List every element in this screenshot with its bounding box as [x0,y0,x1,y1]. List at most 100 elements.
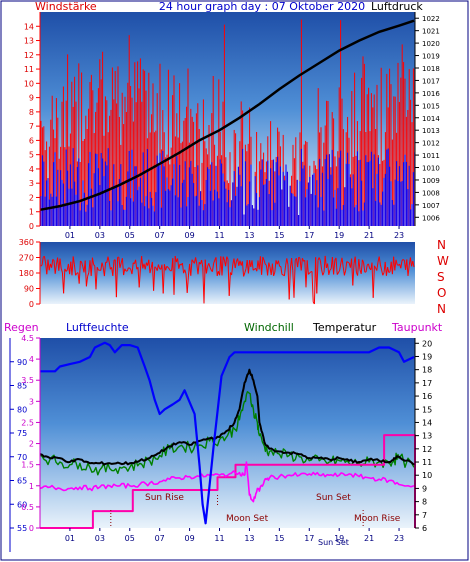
direction-tick-label: 360 [19,238,34,247]
windchill-line [39,391,415,476]
rain-tick-label: 2 [29,440,34,449]
wind-direction-trace [174,255,177,263]
wind-direction-trace [354,256,357,273]
temperature-tick-label: 14 [422,418,432,427]
wind-direction-trace [168,268,171,272]
wind-direction-trace [103,262,107,277]
temperature-tick-label: 19 [422,352,432,361]
pressure-tick-label: 1010 [422,165,440,173]
wind-direction-trace [407,265,410,276]
humidity-tick-label: 70 [17,453,27,462]
wind-direction-trace [247,260,251,274]
wind-direction-dots [40,255,415,305]
temperature-tick-label: 6 [422,524,427,533]
wind-direction-trace [51,259,54,268]
wind-tick-label: 11 [24,65,34,74]
wind-direction-trace [81,261,84,267]
wind-direction-trace [215,257,218,276]
wind-direction-trace [186,275,189,293]
direction-tick-label: 180 [19,269,34,278]
wind-direction-trace [87,272,90,277]
wind-direction-trace [309,271,312,274]
x-tick-label-top: 11 [214,231,224,240]
wind-direction-trace [65,269,68,272]
wind-direction-trace [209,266,212,271]
wind-direction-trace [274,260,277,273]
x-tick-label-top: 09 [185,231,195,240]
wind-direction-trace [184,269,187,275]
wind-direction-trace [293,260,296,298]
x-tick-label-bottom: 17 [304,534,314,543]
pressure-tick-label: 1014 [422,115,440,123]
wind-direction-trace [48,263,51,271]
wind-direction-trace [343,270,347,276]
wind-direction-trace [165,266,168,271]
wind-direction-trace [395,259,398,265]
compass-label: N [437,302,446,316]
legend-rain: Regen [4,321,39,334]
chart-title: 24 hour graph day : 07 Oktober 2020 [159,0,365,13]
pressure-line-group [39,19,415,212]
humidity-tick-label: 60 [17,500,27,509]
wind-direction-trace [305,260,308,288]
wind-direction-trace [52,258,55,261]
wind-tick-label: 3 [29,179,34,188]
wind-direction-trace [181,263,185,274]
wind-direction-trace [112,260,115,276]
legend-dewpoint: Taupunkt [391,321,443,334]
wind-direction-panel [40,242,415,304]
wind-direction-trace [157,264,161,269]
wind-direction-trace [267,262,270,276]
wind-direction-trace [234,261,237,269]
wind-direction-trace [227,259,230,296]
wind-direction-trace [388,271,391,273]
wind-direction-trace [409,257,413,267]
pressure-tick-label: 1008 [422,189,440,197]
wind-direction-trace [329,268,332,271]
wind-direction-trace [297,256,300,268]
x-tick-label-bottom: 09 [185,534,195,543]
x-tick-label-bottom: 13 [244,534,254,543]
wind-direction-trace [335,257,338,275]
wind-direction-trace [262,256,265,261]
pressure-tick-label: 1013 [422,127,440,135]
x-tick-label-bottom: 11 [214,534,224,543]
wind-direction-trace [195,257,198,264]
wind-tick-label: 12 [24,51,34,60]
wind-direction-trace [177,258,180,269]
wind-direction-trace [372,265,375,298]
wind-direction-trace [319,260,323,270]
wind-direction-trace [144,262,147,270]
wind-tick-label: 8 [29,108,34,117]
wind-direction-trace [263,259,266,265]
pressure-line [39,19,415,212]
wind-direction-trace [173,255,176,295]
rain-tick-label: 4 [29,355,34,364]
wind-tick-label: 6 [29,136,34,145]
compass-label: O [437,286,446,300]
wind-direction-trace [316,260,319,294]
wind-direction-trace [138,268,141,288]
wind-direction-trace [322,272,325,276]
x-tick-label-top: 15 [274,231,284,240]
wind-direction-trace [204,259,207,274]
x-tick-label-bottom: 07 [155,534,165,543]
direction-tick-label: 0 [29,300,34,309]
wind-direction-trace [311,271,314,302]
wind-direction-trace [298,256,301,259]
wind-direction-trace [345,261,348,271]
temperature-tick-label: 16 [422,392,432,401]
wind-direction-trace [261,256,264,275]
wind-tick-label: 7 [29,122,34,131]
wind-direction-trace [124,268,127,272]
x-tick-label-bottom: 05 [125,534,135,543]
wind-direction-trace [402,259,405,261]
direction-tick-label: 90 [24,285,34,294]
wind-direction-trace [306,260,309,275]
humidity-tick-label: 55 [17,524,27,533]
wind-direction-trace [286,258,289,265]
right-axis-title: Luftdruck [371,0,423,13]
wind-direction-trace [333,260,336,275]
